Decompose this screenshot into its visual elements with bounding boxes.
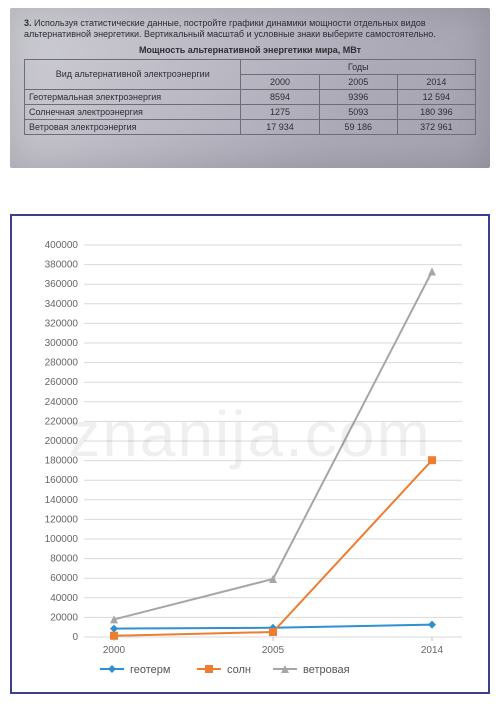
- svg-text:320000: 320000: [45, 318, 79, 329]
- line-chart: znanija.com 0200004000060000800001000001…: [10, 214, 490, 694]
- cell: 372 961: [397, 119, 475, 134]
- svg-text:ветровая: ветровая: [303, 664, 350, 676]
- svg-text:100000: 100000: [45, 534, 79, 545]
- svg-text:280000: 280000: [45, 358, 79, 369]
- year-cell: 2014: [397, 74, 475, 89]
- svg-text:140000: 140000: [45, 495, 79, 506]
- svg-text:2005: 2005: [262, 645, 285, 656]
- svg-text:геотерм: геотерм: [130, 664, 170, 676]
- table-row: Ветровая электроэнергия 17 934 59 186 37…: [25, 119, 476, 134]
- chart-canvas: 0 20000 40000 60000 80000 100000 120000 140000 1…: [30, 234, 470, 684]
- cell: 9396: [319, 89, 397, 104]
- svg-text:2014: 2014: [421, 645, 444, 656]
- svg-text:80000: 80000: [50, 554, 78, 565]
- svg-text:360000: 360000: [45, 279, 79, 290]
- table-row: Солнечная электроэнергия 1275 5093 180 3…: [25, 104, 476, 119]
- svg-text:220000: 220000: [45, 416, 79, 427]
- row-label: Геотермальная электроэнергия: [25, 89, 241, 104]
- svg-text:120000: 120000: [45, 514, 79, 525]
- cell: 12 594: [397, 89, 475, 104]
- cell: 8594: [241, 89, 319, 104]
- row-label: Солнечная электроэнергия: [25, 104, 241, 119]
- task-body: Используя статистические данные, построй…: [24, 18, 436, 39]
- svg-text:300000: 300000: [45, 338, 79, 349]
- cell: 1275: [241, 104, 319, 119]
- svg-text:200000: 200000: [45, 436, 79, 447]
- svg-text:0: 0: [72, 632, 78, 643]
- svg-text:380000: 380000: [45, 260, 79, 271]
- cell: 5093: [319, 104, 397, 119]
- cell: 17 934: [241, 119, 319, 134]
- data-table: Вид альтернативной электроэнергии Годы 2…: [24, 59, 476, 135]
- table-row-header-title: Вид альтернативной электроэнергии: [25, 59, 241, 89]
- svg-text:солн: солн: [227, 664, 251, 676]
- years-header: Годы: [241, 59, 476, 74]
- cell: 180 396: [397, 104, 475, 119]
- task-number: 3.: [24, 18, 32, 28]
- row-label: Ветровая электроэнергия: [25, 119, 241, 134]
- year-cell: 2000: [241, 74, 319, 89]
- svg-text:60000: 60000: [50, 573, 78, 584]
- svg-text:160000: 160000: [45, 475, 79, 486]
- svg-text:2000: 2000: [103, 645, 126, 656]
- year-cell: 2005: [319, 74, 397, 89]
- task-text: 3. Используя статистические данные, пост…: [24, 18, 476, 41]
- svg-text:20000: 20000: [50, 612, 78, 623]
- cell: 59 186: [319, 119, 397, 134]
- svg-text:260000: 260000: [45, 377, 79, 388]
- svg-text:400000: 400000: [45, 240, 79, 251]
- table-caption: Мощность альтернативной энергетики мира,…: [24, 45, 476, 55]
- table-row: Геотермальная электроэнергия 8594 9396 1…: [25, 89, 476, 104]
- task-photo: 3. Используя статистические данные, пост…: [10, 8, 490, 168]
- svg-text:240000: 240000: [45, 397, 79, 408]
- svg-text:180000: 180000: [45, 456, 79, 467]
- svg-text:40000: 40000: [50, 593, 78, 604]
- svg-text:340000: 340000: [45, 299, 79, 310]
